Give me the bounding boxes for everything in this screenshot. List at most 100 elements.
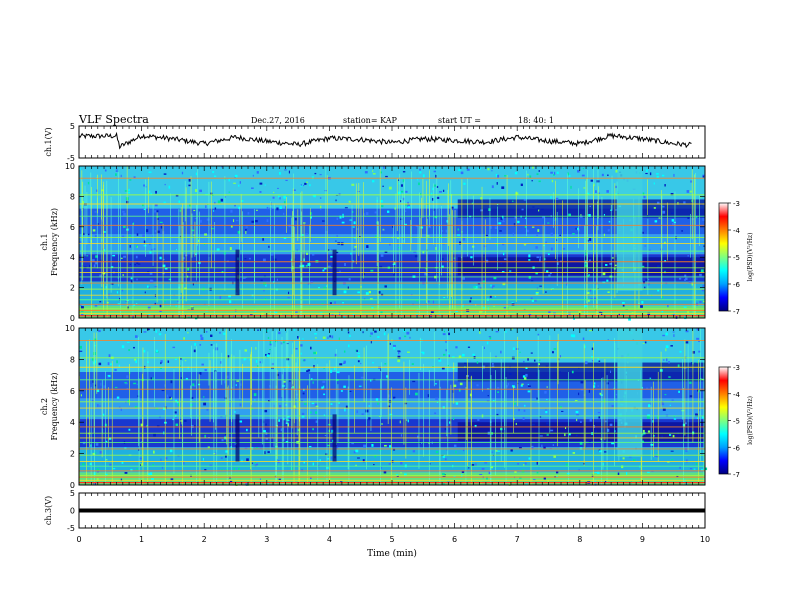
spec-pixel [164, 183, 166, 186]
spec-pixel [611, 442, 615, 445]
spec-pixel [441, 230, 444, 232]
spec-pixel [589, 418, 592, 422]
spec-pixel [545, 410, 548, 414]
spec-pixel [348, 200, 351, 203]
spec-pixel [152, 450, 155, 454]
spec-pixel [670, 450, 674, 452]
spec-pixel [383, 470, 387, 474]
spec-pixel [384, 285, 387, 288]
spec-pixel [311, 214, 313, 216]
spec-pixel [422, 251, 425, 254]
spec-pixel [458, 355, 462, 359]
spec-pixel [235, 384, 237, 387]
spec-pixel [180, 358, 182, 360]
spec-pixel [483, 346, 485, 350]
spec-pixel [656, 175, 659, 179]
spec-pixel [641, 440, 644, 443]
spec-pixel [103, 248, 106, 252]
spec-pixel [272, 196, 275, 199]
spec-pixel [357, 360, 360, 363]
spec-pixel [159, 367, 162, 369]
spec-pixel [541, 208, 544, 210]
spec-pixel [664, 260, 667, 262]
spec-pixel [279, 197, 281, 200]
spec-pixel [79, 304, 83, 306]
spec-pixel [172, 346, 176, 349]
spec-pixel [102, 413, 105, 417]
spec-pixel [535, 291, 539, 294]
spec-pixel [525, 483, 528, 486]
spec-pixel [143, 349, 146, 353]
spec-pixel [229, 480, 233, 484]
spec-pixel [400, 278, 402, 280]
spec-pixel [687, 311, 690, 314]
spec-pixel [517, 220, 520, 224]
spec-pixel [96, 389, 100, 393]
spec-pixel [266, 219, 269, 222]
spec-pixel [129, 179, 132, 181]
spec-pixel [288, 224, 291, 228]
spec-pixel [656, 173, 659, 175]
spec-pixel [301, 399, 303, 403]
spec-pixel [278, 195, 280, 198]
spec-pixel [176, 249, 178, 251]
spec-pixel [436, 185, 439, 188]
spec-pixel [256, 171, 259, 174]
spec-pixel [685, 341, 689, 344]
spec-pixel [340, 390, 343, 392]
spec-pixel [116, 168, 118, 170]
spec-pixel [126, 388, 129, 390]
spec-pixel [443, 297, 446, 299]
spec-pixel [370, 332, 373, 335]
spec-pixel [163, 201, 166, 203]
spec-pixel [640, 305, 643, 308]
spec-pixel [647, 471, 650, 474]
spec-pixel [608, 221, 611, 223]
spec-pixel [498, 222, 502, 225]
spec-pixel [688, 281, 692, 284]
spec-pixel [588, 389, 591, 393]
spec-pixel [533, 359, 536, 362]
spec-pixel [263, 275, 267, 278]
spec-pixel [357, 457, 360, 459]
spec-pixel [497, 450, 500, 452]
spec-pixel [287, 297, 290, 299]
spec-pixel [285, 419, 289, 421]
spec-pixel [495, 355, 497, 358]
spec-pixel [435, 450, 439, 454]
spec-pixel [602, 281, 606, 284]
spec-pixel [531, 445, 534, 449]
spec-pixel [537, 333, 540, 336]
spec-pixel [599, 392, 602, 395]
ch2-colorbar-tick-label: -4 [733, 391, 741, 399]
ch3-waveform-ylabel: ch.3(V) [44, 496, 53, 525]
spec-pixel [105, 286, 107, 289]
spec-pixel [151, 248, 154, 252]
spec-pixel [491, 170, 493, 172]
spec-pixel [579, 215, 583, 218]
spec-pixel [683, 201, 686, 204]
spec-pixel [349, 334, 351, 337]
spec-pixel [400, 434, 403, 437]
spec-pixel [158, 333, 162, 336]
ch2-ylabel-channel: ch.2 [40, 398, 49, 415]
spec-pixel [550, 196, 552, 199]
spec-pixel [515, 192, 519, 196]
spec-pixel [701, 416, 704, 419]
spec-pixel [497, 174, 500, 178]
x-tick-label: 6 [452, 535, 457, 544]
spec-pixel [228, 178, 230, 182]
spec-pixel [528, 254, 531, 258]
spec-pixel [547, 253, 550, 256]
spec-pixel [225, 433, 227, 436]
spec-pixel [280, 313, 282, 317]
spec-pixel [153, 433, 156, 437]
spec-pixel [458, 168, 461, 171]
spec-pixel [94, 235, 97, 238]
spec-pixel [418, 182, 420, 186]
spec-pixel [495, 174, 498, 177]
spec-pixel [441, 265, 444, 268]
spec-pixel [154, 204, 158, 207]
spec-pixel [134, 263, 137, 266]
spec-pixel [442, 333, 446, 336]
